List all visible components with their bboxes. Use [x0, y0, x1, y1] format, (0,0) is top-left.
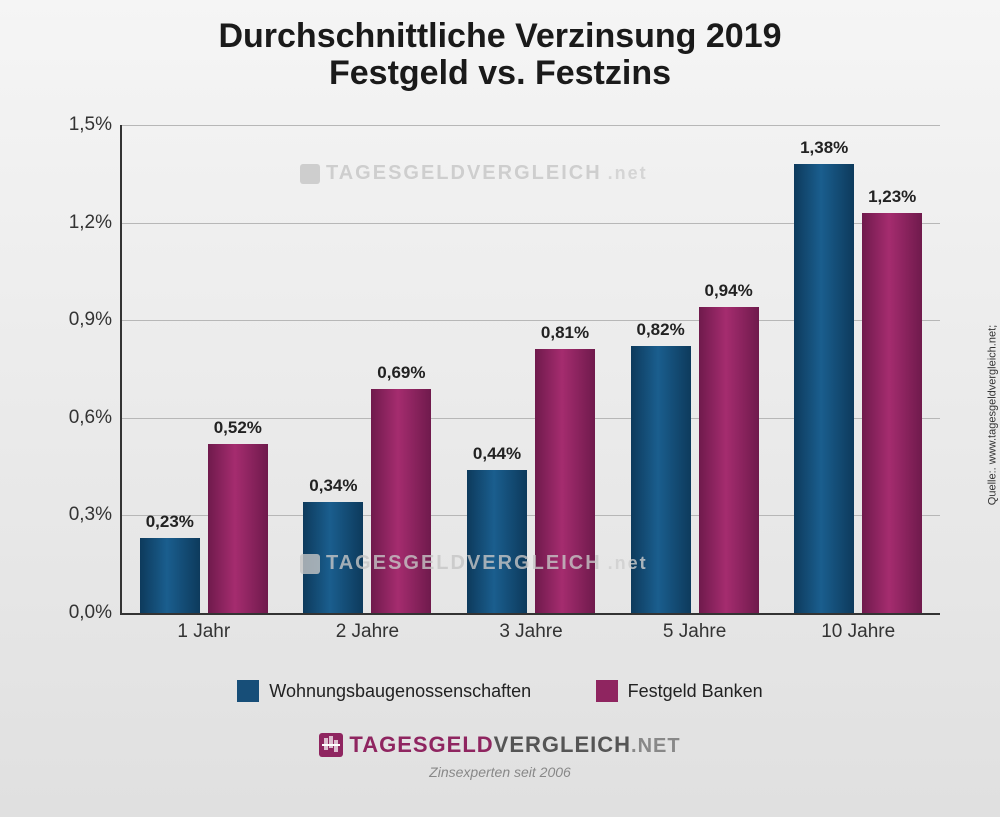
brand-tagline: Zinsexperten seit 2006 — [0, 764, 1000, 780]
brand-part-2: VERGLEICH — [494, 732, 631, 757]
footer-brand: TAGESGELDVERGLEICH.NET Zinsexperten seit… — [0, 732, 1000, 780]
legend: Wohnungsbaugenossenschaften Festgeld Ban… — [0, 680, 1000, 707]
x-tick-label: 3 Jahre — [499, 621, 562, 643]
bar-wohnung: 1,38% — [794, 164, 854, 613]
pulse-icon — [319, 733, 343, 757]
bar-wohnung: 0,44% — [467, 470, 527, 613]
bar-festgeld: 0,69% — [371, 389, 431, 613]
bar-festgeld: 0,94% — [699, 307, 759, 613]
y-tick-label: 0,6% — [69, 407, 112, 429]
legend-swatch-icon — [596, 680, 618, 702]
bar-value-label: 0,34% — [309, 476, 357, 496]
plot-region: 0,0%0,3%0,6%0,9%1,2%1,5%1 Jahr0,23%0,52%… — [120, 125, 940, 615]
legend-label: Wohnungsbaugenossenschaften — [269, 681, 531, 702]
bar-festgeld: 0,81% — [535, 349, 595, 613]
brand-logo: TAGESGELDVERGLEICH.NET — [319, 732, 680, 758]
gridline — [122, 125, 940, 126]
bar-value-label: 0,23% — [146, 512, 194, 532]
bar-value-label: 0,52% — [214, 418, 262, 438]
x-tick-label: 2 Jahre — [336, 621, 399, 643]
y-tick-label: 0,9% — [69, 309, 112, 331]
bar-value-label: 0,81% — [541, 323, 589, 343]
bar-value-label: 0,69% — [377, 363, 425, 383]
brand-suffix: .NET — [631, 735, 681, 757]
brand-wordmark: TAGESGELDVERGLEICH.NET — [349, 732, 680, 758]
bar-wohnung: 0,82% — [631, 346, 691, 613]
bar-value-label: 1,23% — [868, 187, 916, 207]
bar-value-label: 0,44% — [473, 444, 521, 464]
bar-festgeld: 1,23% — [862, 213, 922, 613]
x-tick-label: 5 Jahre — [663, 621, 726, 643]
y-tick-label: 0,3% — [69, 504, 112, 526]
bar-value-label: 0,82% — [636, 320, 684, 340]
bar-wohnung: 0,23% — [140, 538, 200, 613]
y-tick-label: 1,2% — [69, 212, 112, 234]
bar-value-label: 0,94% — [704, 281, 752, 301]
y-tick-label: 1,5% — [69, 114, 112, 136]
bar-festgeld: 0,52% — [208, 444, 268, 613]
legend-label: Festgeld Banken — [628, 681, 763, 702]
legend-item: Wohnungsbaugenossenschaften — [237, 680, 531, 702]
legend-swatch-icon — [237, 680, 259, 702]
bar-wohnung: 0,34% — [303, 502, 363, 613]
legend-item: Festgeld Banken — [596, 680, 763, 702]
source-note: Quelle:. www.tagesgeldvergleich.net; — [986, 324, 998, 504]
chart-area: 0,0%0,3%0,6%0,9%1,2%1,5%1 Jahr0,23%0,52%… — [60, 115, 940, 660]
x-tick-label: 10 Jahre — [821, 621, 895, 643]
y-tick-label: 0,0% — [69, 602, 112, 624]
title-line-1: Durchschnittliche Verzinsung 2019 — [0, 18, 1000, 55]
brand-part-1: TAGESGELD — [349, 732, 493, 757]
bar-value-label: 1,38% — [800, 138, 848, 158]
x-tick-label: 1 Jahr — [177, 621, 230, 643]
title-line-2: Festgeld vs. Festzins — [0, 55, 1000, 92]
chart-title: Durchschnittliche Verzinsung 2019 Festge… — [0, 0, 1000, 93]
